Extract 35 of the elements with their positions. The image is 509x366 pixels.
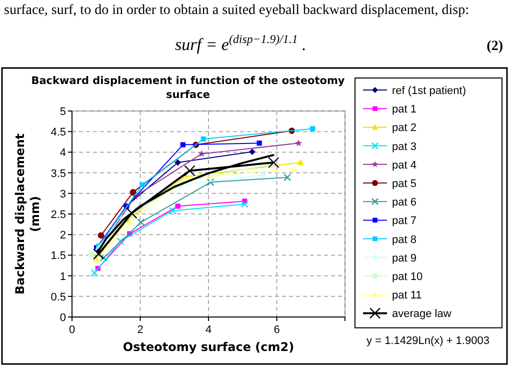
legend-label: average law bbox=[392, 308, 452, 320]
legend-label: pat 4 bbox=[392, 159, 416, 172]
y-tick-label: 3 bbox=[60, 188, 66, 200]
legend-label: pat 3 bbox=[392, 140, 416, 153]
x-tick-label: 4 bbox=[205, 324, 212, 336]
y-tick-label: 1 bbox=[60, 270, 66, 283]
y-tick-label: 0.5 bbox=[50, 291, 66, 304]
x-tick-label: 2 bbox=[137, 324, 144, 336]
y-tick-label: 2.5 bbox=[50, 209, 66, 221]
legend-label: pat 5 bbox=[392, 178, 416, 190]
legend-label: pat 9 bbox=[392, 252, 416, 264]
y-axis-title: Backward displacement (mm) bbox=[13, 133, 42, 295]
y-tick-label: 2 bbox=[60, 230, 66, 242]
text: y = 1.1429Ln(x) + 1.9003 bbox=[366, 334, 490, 347]
y-tick-label: 0 bbox=[60, 312, 66, 324]
legend-label: pat 10 bbox=[392, 271, 423, 283]
legend-label: pat 8 bbox=[392, 234, 416, 246]
text: (2) bbox=[486, 39, 504, 54]
y-tick-label: 1.5 bbox=[50, 250, 66, 262]
y-tick-label: 4.5 bbox=[50, 126, 66, 139]
text: surf = e$^{(disp−1.9)/1.1}$ . bbox=[175, 32, 306, 54]
legend-label: pat 7 bbox=[392, 215, 416, 228]
text: surface, surf, to do in order to obtain a suited eyeball backward displacement, disp: bbox=[4, 3, 469, 18]
x-axis-title: Osteotomy surface (cm2) bbox=[122, 340, 294, 354]
y-tick-label: 3.5 bbox=[50, 168, 66, 180]
legend-label: pat 2 bbox=[392, 122, 416, 134]
x-tick-label: 0 bbox=[68, 324, 76, 336]
legend-label: ref (1st patient) bbox=[392, 85, 466, 97]
y-tick-label: 4 bbox=[60, 147, 66, 160]
x-tick-label: 6 bbox=[274, 324, 280, 336]
legend-label: pat 11 bbox=[392, 290, 422, 302]
legend-label: pat 1 bbox=[392, 104, 416, 116]
y-tick-label: 5 bbox=[60, 106, 66, 118]
chart-title: Backward displacement in function of the osteotomy surface bbox=[31, 75, 345, 101]
legend-label: pat 6 bbox=[392, 196, 416, 209]
